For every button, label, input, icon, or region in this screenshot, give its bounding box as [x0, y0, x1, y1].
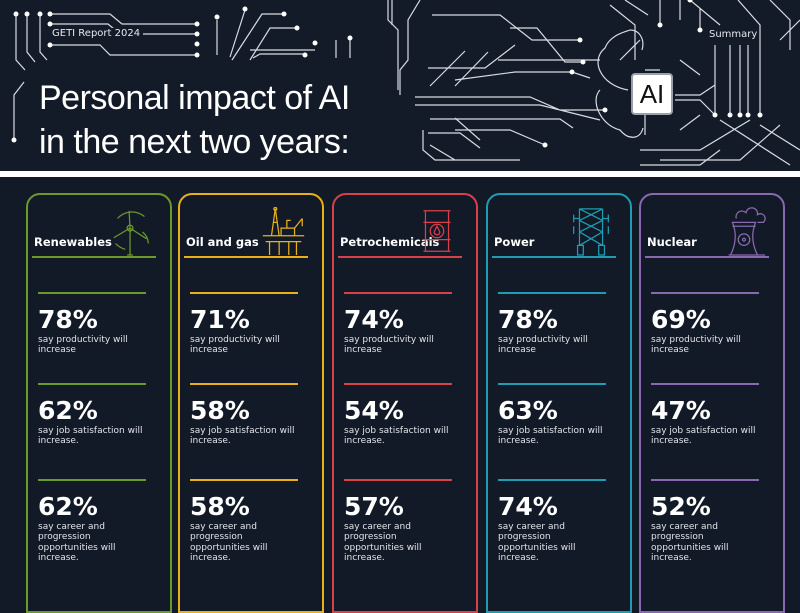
stat-text: say job satisfaction will increase.	[651, 425, 756, 447]
stat-value: 62%	[38, 491, 98, 521]
stat-divider	[344, 383, 452, 385]
stat-divider	[38, 383, 146, 385]
stat-text: say career and progression opportunities…	[344, 521, 422, 564]
sector-name: Oil and gas	[186, 235, 259, 249]
stat-block: 57% say career and progression opportuni…	[344, 479, 454, 564]
stat-divider	[498, 479, 606, 481]
stat-text: say job satisfaction will increase.	[344, 425, 449, 447]
stat-text: say career and progression opportunities…	[498, 521, 576, 564]
stat-value: 74%	[498, 491, 558, 521]
stat-divider	[38, 479, 146, 481]
stat-block: 78% say productivity will increase	[498, 292, 608, 356]
wind-turbine-icon	[113, 210, 149, 256]
title-line-2: in the next two years:	[39, 123, 350, 161]
circuit-decoration	[11, 0, 800, 166]
stat-divider	[190, 383, 298, 385]
sector-header-line	[184, 256, 308, 258]
stat-text: say job satisfaction will increase.	[190, 425, 295, 447]
sector-name: Renewables	[34, 235, 112, 249]
stat-value: 74%	[344, 304, 404, 334]
stat-block: 69% say productivity will increase	[651, 292, 761, 356]
stat-divider	[38, 292, 146, 294]
stat-value: 78%	[498, 304, 558, 334]
page-title: Personal impact of AI in the next two yea…	[39, 76, 350, 164]
oil-rig-icon	[262, 206, 305, 256]
stat-value: 62%	[38, 395, 98, 425]
stat-divider	[190, 292, 298, 294]
stat-block: 71% say productivity will increase	[190, 292, 300, 356]
stat-text: say productivity will increase	[344, 334, 434, 356]
divider-band	[0, 171, 800, 177]
stat-block: 62% say career and progression opportuni…	[38, 479, 148, 564]
sector-card-petrochemicals: Petrochemicals 74% say productivity will…	[332, 193, 478, 613]
stat-text: say job satisfaction will increase.	[498, 425, 603, 447]
stat-value: 63%	[498, 395, 558, 425]
stat-divider	[344, 479, 452, 481]
sector-header-line	[492, 256, 616, 258]
stat-value: 58%	[190, 491, 250, 521]
stat-block: 58% say career and progression opportuni…	[190, 479, 300, 564]
stat-block: 62% say job satisfaction will increase.	[38, 383, 148, 447]
stat-text: say productivity will increase	[38, 334, 128, 356]
stat-divider	[190, 479, 298, 481]
summary-link[interactable]: Summary	[707, 29, 760, 40]
sector-header-line	[338, 256, 462, 258]
stat-text: say productivity will increase	[651, 334, 741, 356]
stat-text: say career and progression opportunities…	[190, 521, 268, 564]
sector-card-power: Power 78% say productivity will increase…	[486, 193, 632, 613]
sector-card-nuclear: Nuclear 69% say productivity will increa…	[639, 193, 785, 613]
stat-divider	[651, 479, 759, 481]
stat-text: say career and progression opportunities…	[651, 521, 729, 564]
sector-header-line	[645, 256, 769, 258]
stat-value: 54%	[344, 395, 404, 425]
stat-value: 71%	[190, 304, 250, 334]
stat-value: 58%	[190, 395, 250, 425]
stat-divider	[498, 292, 606, 294]
sector-card-renewables: Renewables 78% say productivity will inc…	[26, 193, 172, 613]
stat-divider	[651, 292, 759, 294]
stat-block: 58% say job satisfaction will increase.	[190, 383, 300, 447]
stat-text: say job satisfaction will increase.	[38, 425, 143, 447]
stat-block: 47% say job satisfaction will increase.	[651, 383, 761, 447]
stat-value: 69%	[651, 304, 711, 334]
stat-value: 57%	[344, 491, 404, 521]
stat-divider	[498, 383, 606, 385]
stat-text: say productivity will increase	[498, 334, 588, 356]
stat-block: 74% say career and progression opportuni…	[498, 479, 608, 564]
sector-card-oil-and-gas: Oil and gas 71% say productivity will in…	[178, 193, 324, 613]
stat-block: 63% say job satisfaction will increase.	[498, 383, 608, 447]
report-label: GETI Report 2024	[49, 28, 144, 39]
stat-block: 74% say productivity will increase	[344, 292, 454, 356]
sector-name: Power	[494, 235, 535, 249]
stat-text: say career and progression opportunities…	[38, 521, 116, 564]
title-line-1: Personal impact of AI	[39, 79, 350, 117]
stat-value: 52%	[651, 491, 711, 521]
sector-header-line	[32, 256, 156, 258]
header: GETI Report 2024 Summary AI Personal imp…	[0, 0, 800, 172]
stat-block: 78% say productivity will increase	[38, 292, 148, 356]
stat-block: 54% say job satisfaction will increase.	[344, 383, 454, 447]
stat-text: say productivity will increase	[190, 334, 280, 356]
stat-value: 78%	[38, 304, 98, 334]
stat-divider	[344, 292, 452, 294]
ai-chip-label: AI	[639, 79, 665, 109]
cooling-tower-icon	[728, 207, 766, 256]
sector-name: Petrochemicals	[340, 235, 440, 249]
stat-value: 47%	[651, 395, 711, 425]
stat-block: 52% say career and progression opportuni…	[651, 479, 761, 564]
sector-name: Nuclear	[647, 235, 697, 249]
stat-divider	[651, 383, 759, 385]
oil-barrel-icon	[423, 210, 451, 252]
pylon-icon	[573, 208, 609, 256]
